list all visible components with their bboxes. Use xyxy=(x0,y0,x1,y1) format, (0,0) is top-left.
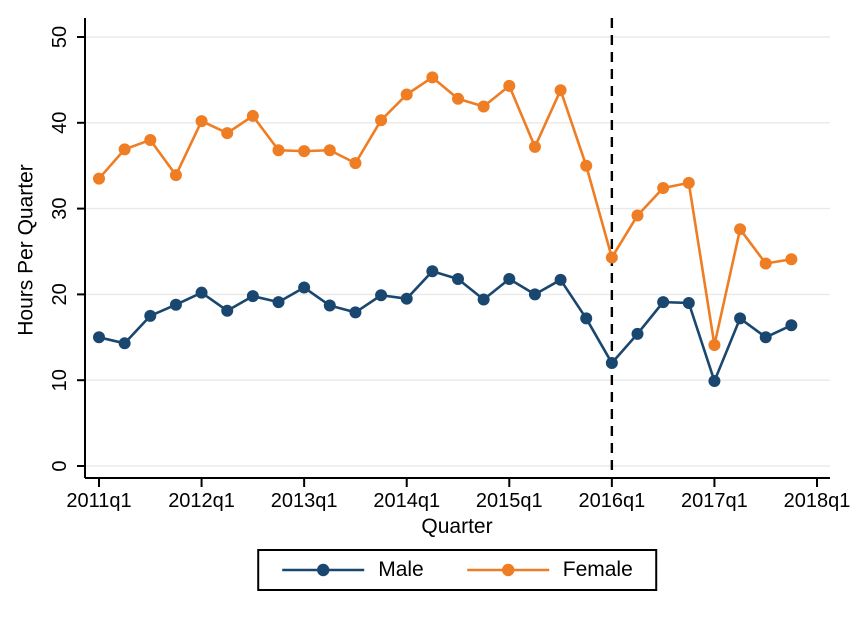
data-point-male xyxy=(554,273,567,286)
y-tick-label: 10 xyxy=(49,369,71,391)
data-point-female xyxy=(195,115,208,128)
data-point-male xyxy=(631,327,644,340)
series-line-female xyxy=(98,76,792,347)
legend-entry-male: Male xyxy=(281,558,424,582)
data-point-male xyxy=(426,265,439,278)
data-point-male xyxy=(734,312,747,325)
data-point-male xyxy=(400,292,413,305)
data-point-male xyxy=(785,319,798,332)
data-point-female xyxy=(503,79,516,92)
data-point-male xyxy=(323,299,336,312)
y-axis-title: Hours Per Quarter xyxy=(14,164,38,336)
data-point-female xyxy=(221,127,234,140)
data-point-female xyxy=(657,182,670,195)
legend-label-male: Male xyxy=(378,558,424,581)
data-point-male xyxy=(605,357,618,370)
data-point-male xyxy=(452,272,465,285)
data-point-male xyxy=(657,296,670,309)
x-tick-label: 2017q1 xyxy=(681,490,748,512)
data-point-female xyxy=(400,88,413,101)
data-point-male xyxy=(349,306,362,319)
data-point-male xyxy=(503,272,516,285)
data-point-female xyxy=(734,223,747,236)
data-point-female xyxy=(375,114,388,127)
x-tick-label: 2012q1 xyxy=(168,490,235,512)
data-point-male xyxy=(580,312,593,325)
x-tick-label: 2014q1 xyxy=(373,490,440,512)
female-line-sample-icon xyxy=(466,563,549,577)
data-point-female xyxy=(349,157,362,170)
data-point-female xyxy=(477,100,490,113)
data-point-female xyxy=(426,71,439,84)
data-point-male xyxy=(682,296,695,309)
x-axis-title: Quarter xyxy=(421,515,493,538)
series-line-male xyxy=(98,269,792,383)
data-point-male xyxy=(528,288,541,301)
data-point-female xyxy=(785,253,798,266)
data-point-male xyxy=(759,331,772,344)
data-point-male xyxy=(298,281,311,294)
data-point-female xyxy=(118,143,131,156)
data-point-female xyxy=(452,92,465,105)
legend: Male Female xyxy=(257,549,657,591)
data-point-female xyxy=(272,144,285,157)
data-point-female xyxy=(144,133,157,146)
data-point-female xyxy=(528,140,541,153)
data-point-male xyxy=(708,375,721,388)
data-point-male xyxy=(246,290,259,303)
legend-entry-female: Female xyxy=(466,558,633,582)
data-point-female xyxy=(580,159,593,172)
data-point-female xyxy=(93,172,105,185)
data-point-female xyxy=(169,169,182,182)
data-point-female xyxy=(708,339,721,352)
data-point-female xyxy=(554,84,567,97)
data-point-female xyxy=(605,251,618,264)
data-point-male xyxy=(221,304,234,317)
x-tick-label: 2018q1 xyxy=(784,490,850,512)
data-point-female xyxy=(323,144,336,157)
x-tick-label: 2016q1 xyxy=(578,490,645,512)
y-tick-label: 0 xyxy=(49,460,71,471)
x-tick-label: 2013q1 xyxy=(271,490,338,512)
data-point-male xyxy=(118,337,131,350)
x-tick-label: 2011q1 xyxy=(66,490,131,512)
x-tick-label: 2015q1 xyxy=(476,490,543,512)
legend-label-female: Female xyxy=(562,558,633,581)
y-tick-label: 50 xyxy=(49,26,71,48)
male-line-sample-icon xyxy=(282,563,365,577)
y-tick-label: 20 xyxy=(49,283,71,305)
data-point-male xyxy=(272,296,285,309)
data-point-female xyxy=(759,257,772,270)
data-point-male xyxy=(144,309,157,322)
data-point-male xyxy=(93,331,105,344)
data-point-female xyxy=(246,109,259,122)
y-tick-label: 30 xyxy=(49,197,71,219)
y-tick-label: 40 xyxy=(49,112,71,134)
data-point-male xyxy=(195,286,208,299)
data-point-male xyxy=(375,289,388,302)
data-point-female xyxy=(682,176,695,189)
data-point-female xyxy=(298,145,311,158)
data-point-male xyxy=(477,293,490,306)
data-point-male xyxy=(169,298,182,311)
data-point-female xyxy=(631,209,644,222)
